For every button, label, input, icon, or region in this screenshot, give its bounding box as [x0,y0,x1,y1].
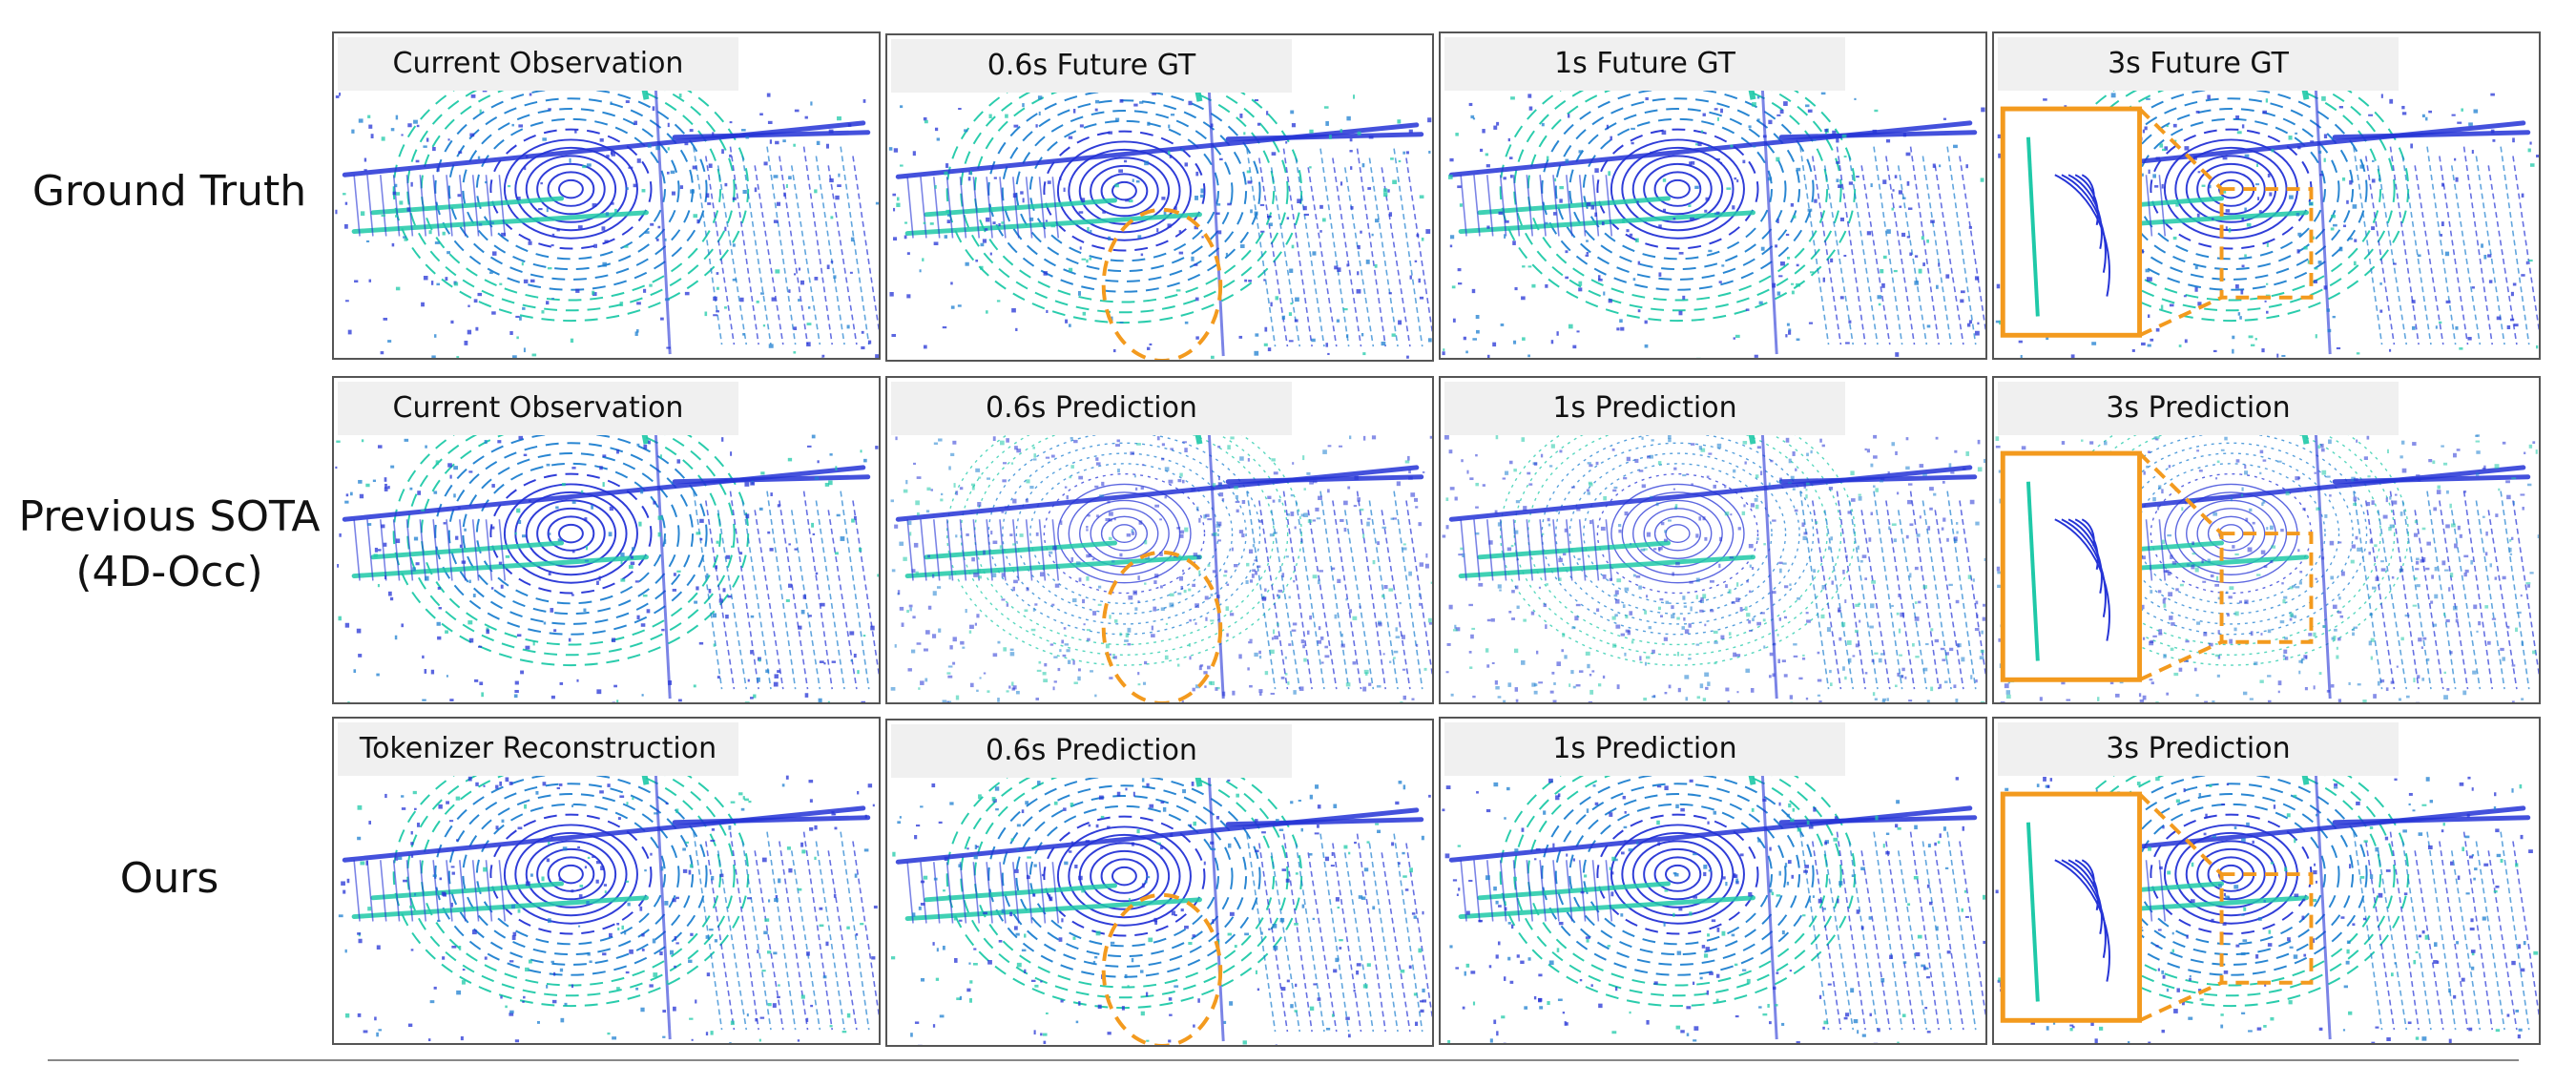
bottom-rule [48,1059,2519,1061]
lidar-scan-graphic [1995,727,2539,1043]
panel-caption: 0.6s Prediction [891,724,1292,778]
panel-caption: 3s Prediction [1998,382,2399,435]
panel-caption: Current Observation [338,382,738,435]
panel-caption: Current Observation [338,37,738,91]
panel-ours-1s: 1s Prediction [1439,717,1987,1045]
panel-caption: 1s Future GT [1444,37,1845,91]
lidar-scan-graphic [888,44,1432,360]
panel-caption: 1s Prediction [1444,382,1845,435]
panel-caption: 3s Prediction [1998,722,2399,776]
row-label-line: Ground Truth [31,167,307,216]
panel-caption: 0.6s Prediction [891,382,1292,435]
lidar-scan-graphic [1995,386,2539,702]
row-label-line: Ours [119,854,219,903]
panel-caption: 1s Prediction [1444,722,1845,776]
panel-gt-3s: 3s Future GT [1992,31,2541,360]
panel-gt-1s: 1s Future GT [1439,31,1987,360]
row-label-previous-sota: Previous SOTA (4D-Occ) [0,490,339,600]
panel-gt-0-6s: 0.6s Future GT [885,33,1434,362]
panel-caption: Tokenizer Reconstruction [338,722,738,776]
panel-gt-current: Current Observation [332,31,881,360]
row-label-line: (4D-Occ) [75,548,263,596]
panel-sota-0-6s: 0.6s Prediction [885,376,1434,704]
row-label-line: Previous SOTA [18,492,321,541]
lidar-scan-graphic [1995,42,2539,358]
panel-ours-0-6s: 0.6s Prediction [885,719,1434,1047]
panel-sota-current: Current Observation [332,376,881,704]
panel-ours-tokenizer: Tokenizer Reconstruction [332,717,881,1045]
panel-ours-3s: 3s Prediction [1992,717,2541,1045]
panel-sota-1s: 1s Prediction [1439,376,1987,704]
row-label-ground-truth: Ground Truth [0,164,339,219]
lidar-scan-graphic [890,386,1432,702]
panel-caption: 0.6s Future GT [891,39,1292,93]
lidar-scan-graphic [1442,727,1985,1043]
panel-sota-3s: 3s Prediction [1992,376,2541,704]
lidar-scan-graphic [891,729,1432,1045]
row-label-ours: Ours [0,851,339,907]
lidar-scan-graphic [335,386,879,702]
panel-caption: 3s Future GT [1998,37,2399,91]
